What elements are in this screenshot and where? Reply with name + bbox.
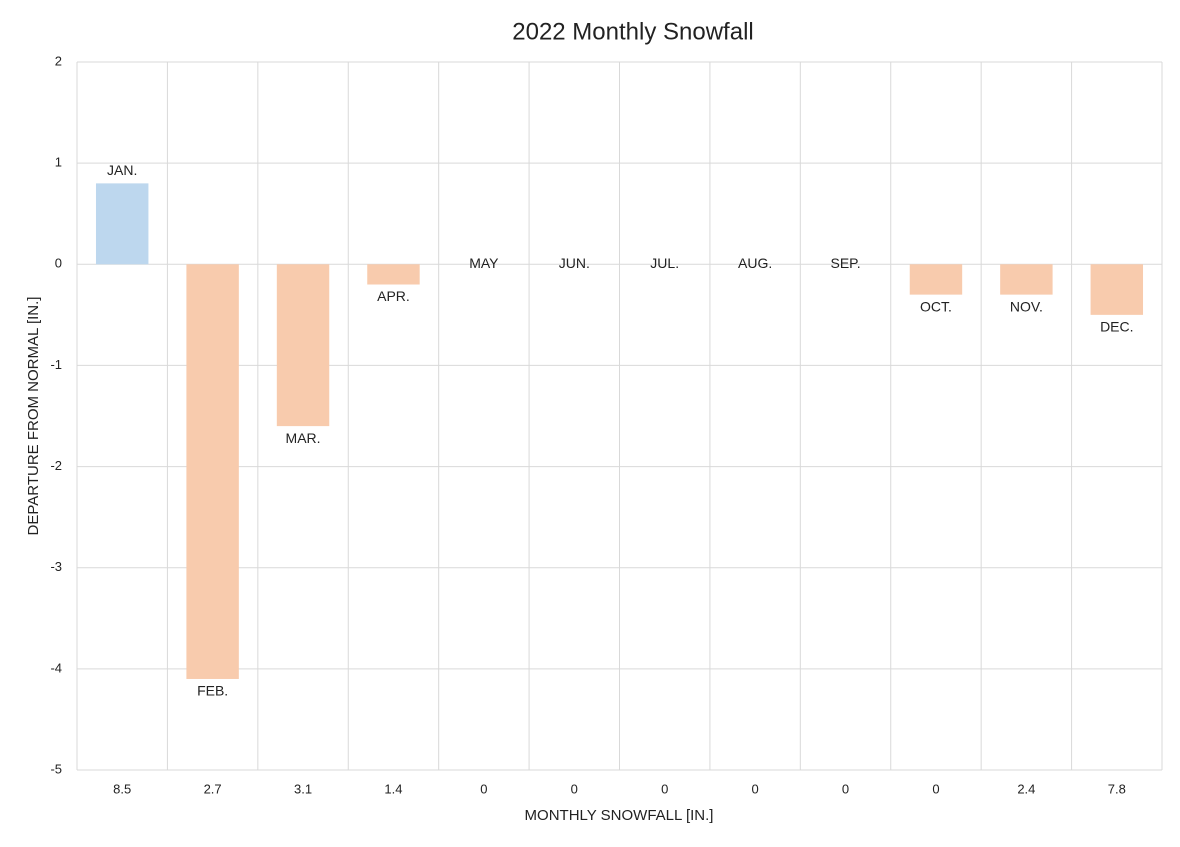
- y-tick-label: -1: [50, 357, 62, 372]
- x-tick-label: 2.7: [204, 781, 222, 796]
- bar-label: MAR.: [286, 430, 321, 446]
- bar-label: NOV.: [1010, 298, 1043, 314]
- y-tick-label: -5: [50, 761, 62, 776]
- bar-label: MAY: [469, 255, 499, 271]
- bar-label: OCT.: [920, 298, 952, 314]
- bar: [1000, 264, 1053, 295]
- bar: [1090, 264, 1144, 315]
- bar: [909, 264, 963, 295]
- chart-title: 2022 Monthly Snowfall: [512, 18, 753, 45]
- bar: [367, 264, 420, 285]
- y-tick-label: 2: [55, 53, 62, 68]
- x-tick-label: 7.8: [1108, 781, 1126, 796]
- bar: [276, 264, 330, 427]
- y-tick-label: -2: [50, 458, 62, 473]
- y-tick-label: -3: [50, 559, 62, 574]
- x-tick-label: 1.4: [384, 781, 402, 796]
- bar-label: JAN.: [107, 162, 137, 178]
- x-tick-label: 0: [661, 781, 668, 796]
- bar: [186, 264, 239, 679]
- bar-label: JUN.: [559, 255, 590, 271]
- bar: [95, 183, 149, 265]
- x-tick-label: 0: [932, 781, 939, 796]
- bar-label: JUL.: [650, 255, 679, 271]
- x-tick-label: 2.4: [1017, 781, 1035, 796]
- x-tick-label: 0: [752, 781, 759, 796]
- x-tick-label: 0: [842, 781, 849, 796]
- bar-label: APR.: [377, 288, 410, 304]
- x-axis-title: MONTHLY SNOWFALL [IN.]: [525, 807, 714, 824]
- y-axis-title: DEPARTURE FROM NORMAL [IN.]: [25, 297, 42, 536]
- y-tick-label: -4: [50, 660, 62, 675]
- y-tick-label: 1: [55, 155, 62, 170]
- bar-label: DEC.: [1100, 319, 1133, 335]
- y-tick-label: 0: [55, 256, 62, 271]
- bar-label: FEB.: [197, 683, 228, 699]
- x-tick-label: 8.5: [113, 781, 131, 796]
- bar-label: SEP.: [830, 255, 860, 271]
- x-tick-label: 0: [480, 781, 487, 796]
- bar-label: AUG.: [738, 255, 772, 271]
- x-tick-label: 3.1: [294, 781, 312, 796]
- x-tick-label: 0: [571, 781, 578, 796]
